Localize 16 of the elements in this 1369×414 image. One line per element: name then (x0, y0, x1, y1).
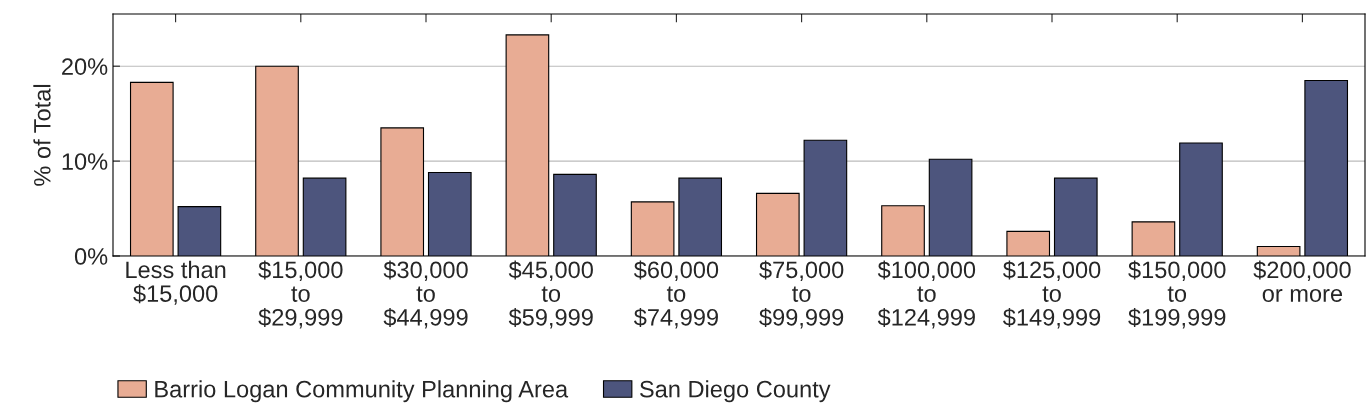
x-tick-label: $30,000 to $44,999 (383, 260, 468, 329)
y-tick-label: 10% (62, 153, 108, 170)
x-tick-label: $125,000 to $149,999 (1003, 260, 1101, 329)
x-tick-label: $60,000 to $74,999 (633, 260, 719, 329)
x-tick-label: $150,000 to $199,999 (1128, 260, 1226, 329)
y-tick-label: 20% (62, 58, 108, 75)
x-tick-label: $100,000 to $124,999 (877, 260, 976, 329)
y-tick-label: 0% (74, 248, 108, 265)
y-axis-title: % of Total (33, 84, 51, 186)
x-tick-label: Less than $15,000 (126, 260, 226, 305)
legend-label: San Diego County (640, 380, 831, 403)
x-tick-label: $200,000 or more (1253, 260, 1351, 302)
x-tick-label: $75,000 to $99,999 (759, 260, 844, 329)
x-tick-label: $45,000 to $59,999 (508, 260, 593, 329)
x-tick-label: $15,000 to $29,999 (258, 260, 343, 329)
legend-label: Barrio Logan Community Planning Area (155, 380, 569, 403)
